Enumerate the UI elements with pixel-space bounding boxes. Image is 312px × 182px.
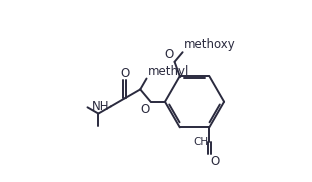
Text: O: O <box>164 48 174 61</box>
Text: methyl: methyl <box>148 65 189 78</box>
Text: O: O <box>140 103 150 116</box>
Text: O: O <box>120 67 129 80</box>
Text: NH: NH <box>92 100 110 113</box>
Text: CH: CH <box>193 137 208 147</box>
Text: O: O <box>210 155 219 168</box>
Text: methoxy: methoxy <box>183 38 235 51</box>
